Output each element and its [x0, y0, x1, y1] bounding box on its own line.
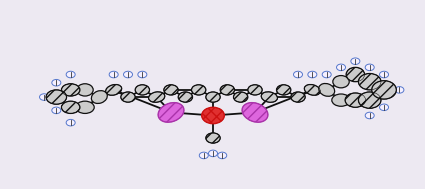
Ellipse shape [149, 92, 165, 102]
Ellipse shape [124, 71, 133, 78]
Ellipse shape [395, 87, 404, 93]
Ellipse shape [294, 71, 303, 78]
Ellipse shape [304, 84, 320, 95]
Ellipse shape [346, 67, 365, 82]
Ellipse shape [220, 85, 235, 95]
Ellipse shape [62, 84, 80, 96]
Ellipse shape [164, 85, 178, 95]
Ellipse shape [178, 92, 193, 102]
Ellipse shape [199, 152, 208, 159]
Ellipse shape [365, 112, 374, 119]
Ellipse shape [358, 92, 381, 108]
Ellipse shape [192, 85, 206, 95]
Ellipse shape [202, 107, 224, 124]
Ellipse shape [52, 79, 61, 86]
Ellipse shape [277, 85, 291, 95]
Ellipse shape [91, 91, 108, 104]
Ellipse shape [209, 150, 218, 157]
Ellipse shape [135, 85, 150, 95]
Ellipse shape [333, 76, 349, 88]
Ellipse shape [358, 74, 381, 90]
Ellipse shape [248, 85, 262, 95]
Ellipse shape [322, 71, 331, 78]
Ellipse shape [365, 64, 374, 71]
Ellipse shape [106, 84, 122, 95]
Ellipse shape [206, 92, 220, 102]
Ellipse shape [319, 84, 334, 96]
Ellipse shape [337, 64, 346, 71]
Ellipse shape [52, 107, 61, 114]
Ellipse shape [206, 133, 220, 143]
Ellipse shape [62, 101, 80, 113]
Ellipse shape [218, 152, 227, 159]
Ellipse shape [77, 84, 93, 96]
Ellipse shape [372, 81, 397, 99]
Ellipse shape [308, 71, 317, 78]
Ellipse shape [158, 103, 184, 122]
Ellipse shape [66, 71, 75, 78]
Ellipse shape [345, 93, 366, 107]
Ellipse shape [109, 71, 118, 78]
Ellipse shape [138, 71, 147, 78]
Ellipse shape [351, 58, 360, 64]
Ellipse shape [380, 104, 388, 111]
Ellipse shape [261, 92, 278, 102]
Ellipse shape [233, 92, 248, 102]
Ellipse shape [380, 71, 388, 78]
Ellipse shape [46, 90, 67, 104]
Ellipse shape [66, 119, 75, 126]
Ellipse shape [40, 94, 48, 100]
Ellipse shape [332, 94, 350, 106]
Ellipse shape [291, 92, 305, 102]
Ellipse shape [76, 101, 94, 113]
Ellipse shape [121, 92, 135, 102]
Ellipse shape [242, 103, 268, 122]
